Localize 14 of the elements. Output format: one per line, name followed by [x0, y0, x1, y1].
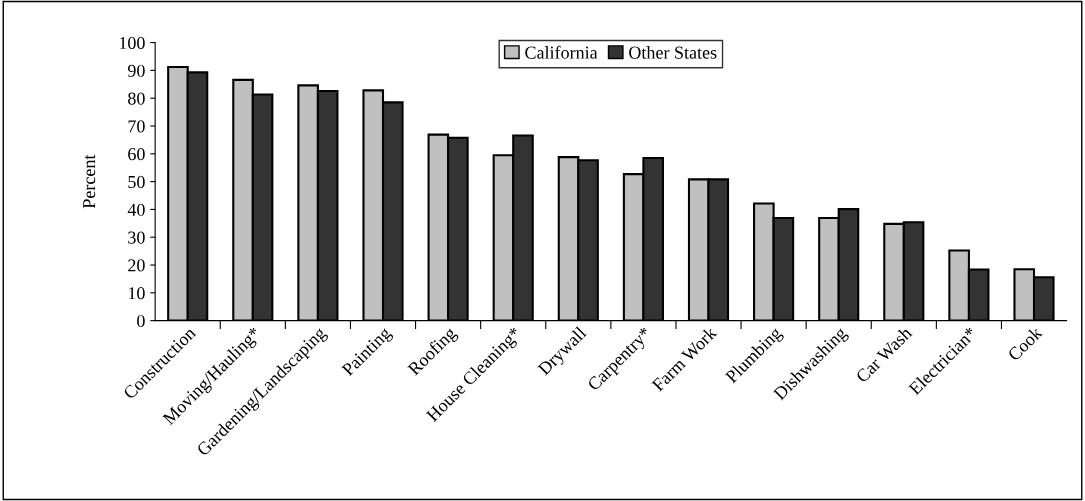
y-tick-label: 30 [128, 231, 145, 244]
y-tick-label: 10 [128, 287, 145, 300]
y-tick-label: 70 [128, 120, 145, 133]
y-tick-label: 0 [137, 314, 145, 328]
legend-label: Other States [629, 46, 717, 59]
y-axis-title: Percent [83, 154, 96, 209]
y-tick-label: 90 [127, 64, 145, 77]
y-tick-label: 40 [127, 203, 145, 216]
y-tick-label: 60 [128, 148, 145, 161]
legend-label: California [525, 45, 598, 59]
y-tick-label: 100 [119, 36, 145, 50]
y-tick-label: 20 [128, 259, 145, 272]
y-tick-label: 80 [128, 92, 145, 105]
y-tick-label: 50 [128, 175, 145, 189]
